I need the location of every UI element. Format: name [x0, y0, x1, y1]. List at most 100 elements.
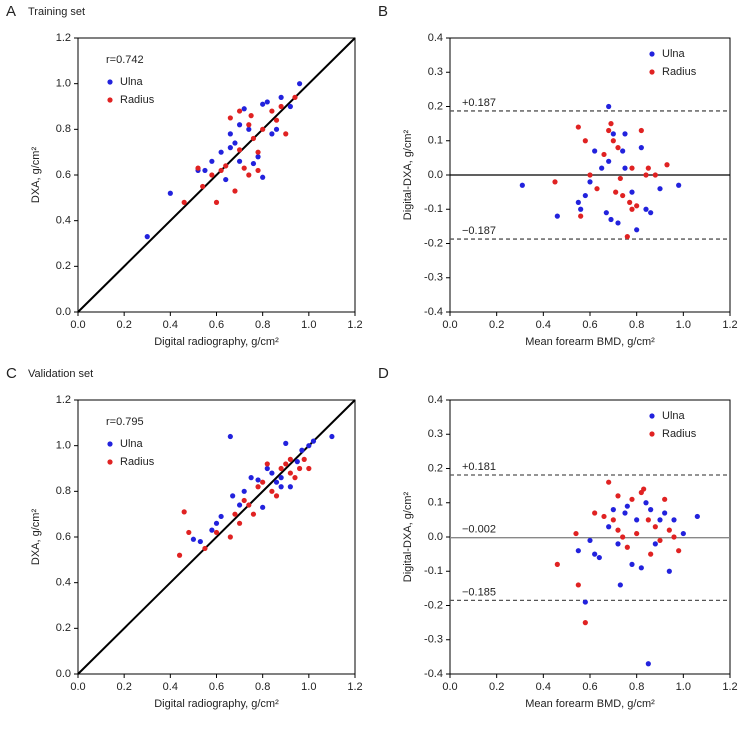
point: [666, 568, 672, 574]
panel-letter: D: [378, 365, 389, 382]
point: [615, 527, 621, 533]
point: [278, 94, 284, 100]
x-tick-label: 0.0: [442, 681, 457, 693]
point: [278, 103, 284, 110]
point: [676, 548, 682, 554]
point: [608, 216, 614, 223]
point: [634, 203, 640, 209]
y-tick-label: -0.2: [424, 237, 443, 249]
point: [190, 536, 197, 542]
point: [592, 148, 598, 154]
point: [638, 145, 644, 151]
point: [662, 496, 668, 502]
y-axis-label: Digital-DXA, g/cm²: [402, 491, 414, 582]
reference-label: −0.185: [462, 586, 496, 598]
point: [294, 459, 300, 465]
x-tick-label: 0.8: [629, 319, 644, 331]
point: [269, 131, 275, 137]
x-axis-label: Digital radiography, g/cm²: [154, 336, 279, 348]
point: [652, 541, 658, 547]
point: [615, 493, 621, 499]
point: [273, 126, 280, 132]
point: [634, 517, 640, 523]
point: [297, 81, 303, 87]
legend-marker: [107, 97, 113, 103]
point: [246, 172, 252, 178]
x-tick-label: 0.4: [536, 681, 551, 693]
point: [620, 534, 626, 540]
y-tick-label: 0.0: [428, 169, 443, 181]
point: [603, 210, 609, 216]
point: [273, 493, 280, 499]
point: [181, 199, 187, 205]
point: [301, 456, 307, 462]
point: [260, 126, 266, 132]
point: [652, 524, 658, 530]
point: [255, 477, 261, 483]
x-tick-label: 0.4: [536, 319, 551, 331]
point: [227, 131, 233, 137]
point: [645, 517, 651, 523]
point: [648, 210, 654, 216]
point: [582, 620, 588, 626]
point: [634, 530, 640, 537]
point: [629, 206, 635, 212]
point: [622, 131, 628, 137]
point: [582, 599, 588, 605]
reference-label: +0.181: [462, 461, 496, 473]
point: [575, 548, 581, 554]
x-axis-label: Digital radiography, g/cm²: [154, 698, 279, 710]
point: [255, 484, 261, 490]
point: [596, 554, 602, 561]
x-tick-label: 0.2: [489, 319, 504, 331]
y-tick-label: 0.6: [56, 531, 71, 543]
point: [287, 103, 293, 110]
point: [273, 117, 280, 123]
legend-label: Ulna: [120, 438, 144, 450]
point: [232, 140, 238, 146]
point: [306, 465, 312, 472]
point: [186, 529, 192, 536]
point: [236, 122, 243, 128]
point: [617, 175, 623, 182]
y-tick-label: 0.0: [56, 668, 71, 680]
x-tick-label: 0.8: [255, 319, 270, 331]
point: [209, 172, 215, 178]
panel-title: Training set: [28, 6, 85, 18]
x-tick-label: 0.8: [629, 681, 644, 693]
panel-letter: C: [6, 365, 17, 382]
y-tick-label: 0.4: [56, 215, 71, 227]
legend-marker: [649, 69, 655, 75]
point: [287, 470, 293, 476]
point: [638, 127, 644, 134]
point: [610, 517, 616, 523]
legend-label: Ulna: [662, 48, 686, 60]
legend-marker: [649, 431, 655, 437]
point: [236, 108, 243, 114]
point: [606, 127, 612, 134]
point: [241, 165, 247, 171]
point: [657, 517, 663, 523]
point: [283, 461, 289, 467]
point: [310, 438, 317, 444]
legend-marker: [107, 459, 113, 465]
point: [582, 192, 588, 199]
legend-marker: [107, 441, 113, 447]
point: [278, 484, 284, 490]
point: [223, 176, 229, 183]
point: [615, 541, 621, 547]
point: [671, 517, 677, 523]
point: [299, 447, 305, 453]
point: [643, 172, 649, 178]
legend-label: Radius: [662, 66, 697, 78]
point: [575, 582, 581, 588]
point: [246, 126, 252, 132]
point: [246, 122, 252, 128]
legend-marker: [649, 51, 655, 57]
point: [606, 524, 612, 530]
point: [657, 186, 663, 192]
point: [202, 545, 208, 552]
point: [213, 199, 220, 205]
point: [197, 538, 203, 545]
legend-label: Ulna: [120, 76, 144, 88]
